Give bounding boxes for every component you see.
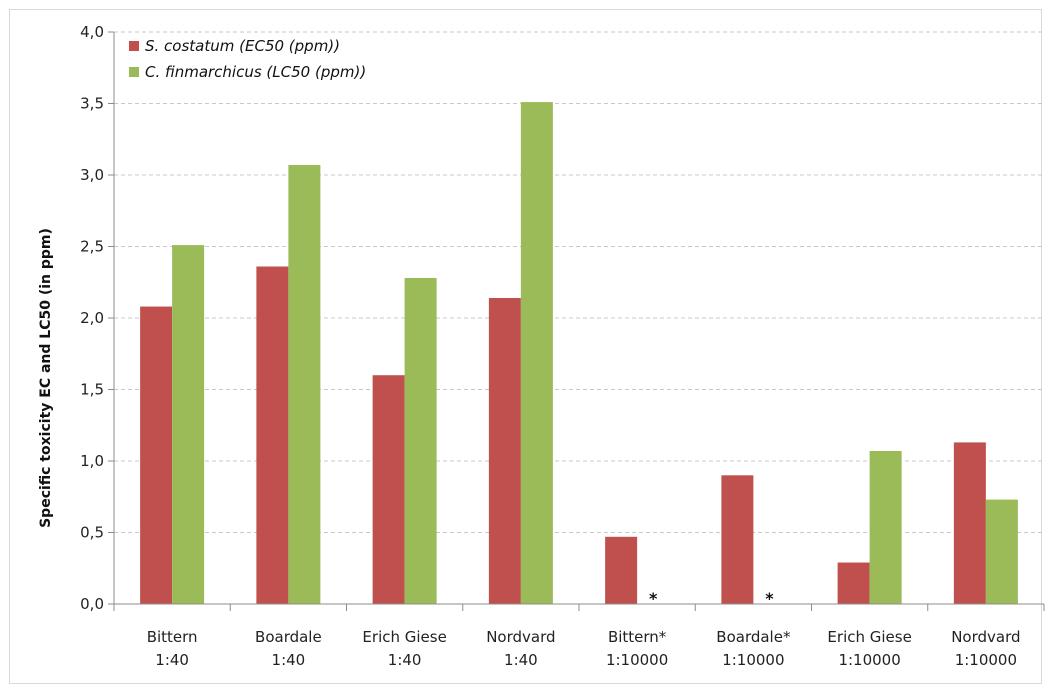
axes: [108, 31, 1045, 611]
x-tick-label: Nordvard 1:40: [486, 628, 555, 669]
y-tick-labels: 0,0 0,5 1,0 1,5 2,0 2,5 3,0 3,5 4,0: [80, 23, 104, 613]
bar-series-0-cat-4: [605, 536, 638, 604]
y-tick-label: 1,5: [80, 381, 104, 399]
legend-swatch: [129, 67, 139, 77]
bar-series-1-cat-7: [985, 499, 1018, 604]
bar-series-0-cat-1: [256, 266, 289, 604]
x-tick-label: Boardale* 1:10000: [716, 628, 791, 669]
y-tick-label: 2,5: [80, 238, 104, 256]
y-tick-label: 2,0: [80, 309, 104, 327]
x-tick-label: Bittern* 1:10000: [606, 628, 668, 669]
y-tick-label: 4,0: [80, 23, 104, 41]
legend-entry: C. finmarchicus (LC50 (ppm)): [145, 63, 366, 81]
bars: [140, 102, 1018, 605]
bar-series-0-cat-5: [721, 475, 754, 604]
legend: S. costatum (EC50 (ppm)) C. finmarchicus …: [129, 37, 366, 81]
bar-series-0-cat-6: [837, 562, 870, 604]
bar-series-1-cat-0: [172, 245, 205, 604]
asterisk-marker: *: [649, 589, 658, 608]
asterisk-marker: *: [765, 589, 774, 608]
bar-series-1-cat-2: [404, 277, 437, 604]
x-tick-label: Erich Giese 1:40: [362, 628, 446, 669]
gridlines: [114, 31, 1044, 533]
bar-series-1-cat-3: [520, 102, 553, 604]
x-tick-labels: Bittern 1:40 Boardale 1:40 Erich Giese 1:40 No…: [147, 628, 1021, 669]
bar-series-0-cat-7: [953, 442, 986, 604]
x-tick-label: Boardale 1:40: [255, 628, 322, 669]
y-tick-label: 0,0: [80, 595, 104, 613]
y-tick-label: 3,5: [80, 95, 104, 113]
x-tick-label: Nordvard 1:10000: [951, 628, 1020, 669]
bar-series-0-cat-3: [488, 297, 521, 604]
x-tick-label: Erich Giese 1:10000: [827, 628, 911, 669]
x-tick-label: Bittern 1:40: [147, 628, 198, 669]
bar-series-1-cat-6: [869, 450, 902, 604]
bar-series-0-cat-2: [372, 375, 405, 604]
legend-entry: S. costatum (EC50 (ppm)): [145, 37, 340, 55]
y-tick-label: 3,0: [80, 166, 104, 184]
y-tick-label: 0,5: [80, 524, 104, 542]
y-tick-label: 1,0: [80, 452, 104, 470]
bar-series-1-cat-1: [288, 164, 321, 605]
y-axis-label: Specific toxicity EC and LC50 (in ppm): [38, 228, 54, 528]
annotations: * *: [649, 589, 774, 608]
bar-series-0-cat-0: [140, 306, 173, 604]
legend-swatch: [129, 41, 139, 51]
